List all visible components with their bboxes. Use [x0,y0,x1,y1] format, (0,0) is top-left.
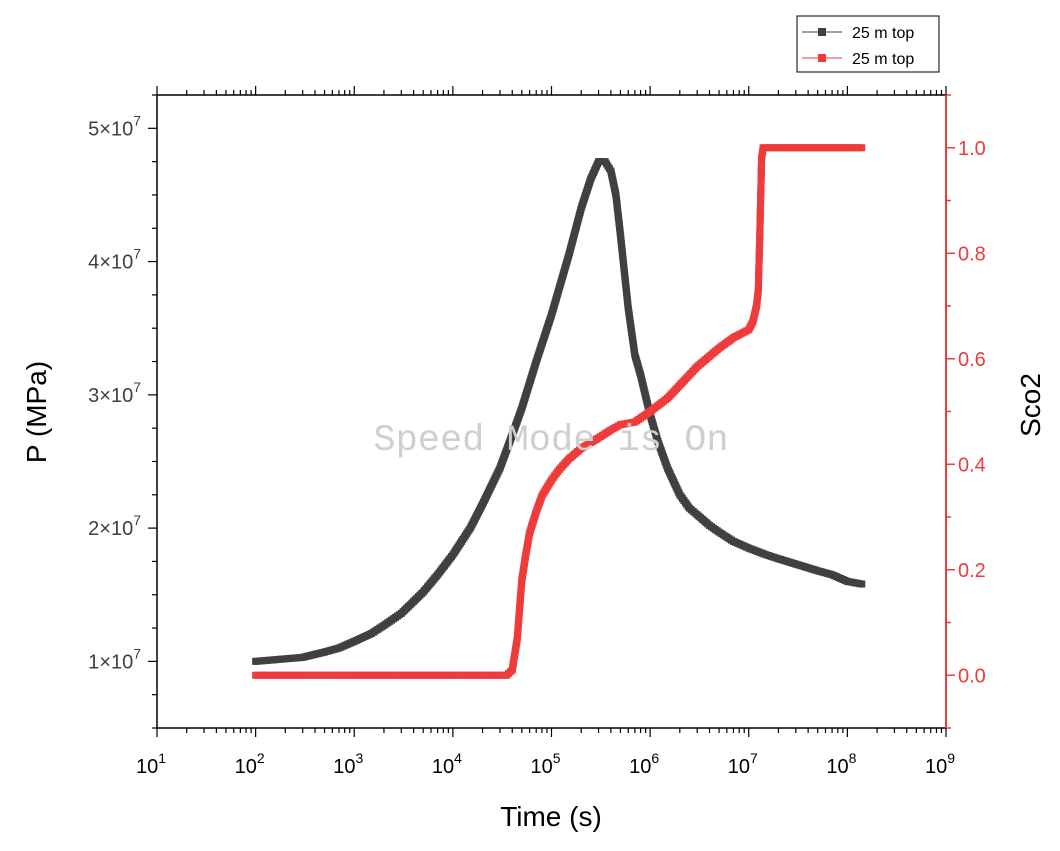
x-tick-label: 104 [432,750,462,778]
legend-label-sco2: 25 m top [852,51,914,68]
series-sco2 [252,144,866,679]
plot-frame [156,94,947,729]
y-left-tick-label: 1×107 [88,645,141,673]
x-tick-label: 109 [925,750,955,778]
legend-marker-pressure [818,28,826,36]
legend: 25 m top 25 m top [796,15,940,73]
x-tick-label: 101 [136,750,166,778]
y-left-tick-label: 3×107 [88,379,141,407]
y-right-tick-label: 0.2 [958,560,986,582]
data-point [858,580,866,588]
watermark: Speed Mode is On [373,420,728,462]
x-tick-label: 107 [728,750,758,778]
legend-box [796,15,940,73]
x-axis-title: Time (s) [500,801,602,832]
series-line [255,161,862,662]
axis-ticks [148,86,955,737]
y-right-tick-label: 0.8 [958,243,986,265]
x-tick-label: 106 [629,750,659,778]
y-right-tick-label: 1.0 [958,138,986,160]
y-right-tick-label: 0.4 [958,454,986,476]
y-left-tick-label: 4×107 [88,246,141,274]
y-right-tick-label: 0.6 [958,349,986,371]
y-left-tick-label: 5×107 [88,112,141,140]
legend-label-pressure: 25 m top [852,25,914,42]
series-line [255,147,862,676]
data-point [858,144,866,152]
legend-marker-sco2 [818,54,826,62]
y-left-tick-label: 2×107 [88,512,141,540]
series-layer [252,144,866,679]
y-right-tick-label: 0.0 [958,665,986,687]
x-tick-label: 105 [530,750,560,778]
x-tick-label: 108 [826,750,856,778]
series-pressure [252,158,866,665]
x-tick-label: 103 [333,750,363,778]
y-axis-left-title: P (MPa) [21,361,52,463]
y-axis-right-title: Sco2 [1015,373,1046,437]
x-tick-label: 102 [235,750,265,778]
